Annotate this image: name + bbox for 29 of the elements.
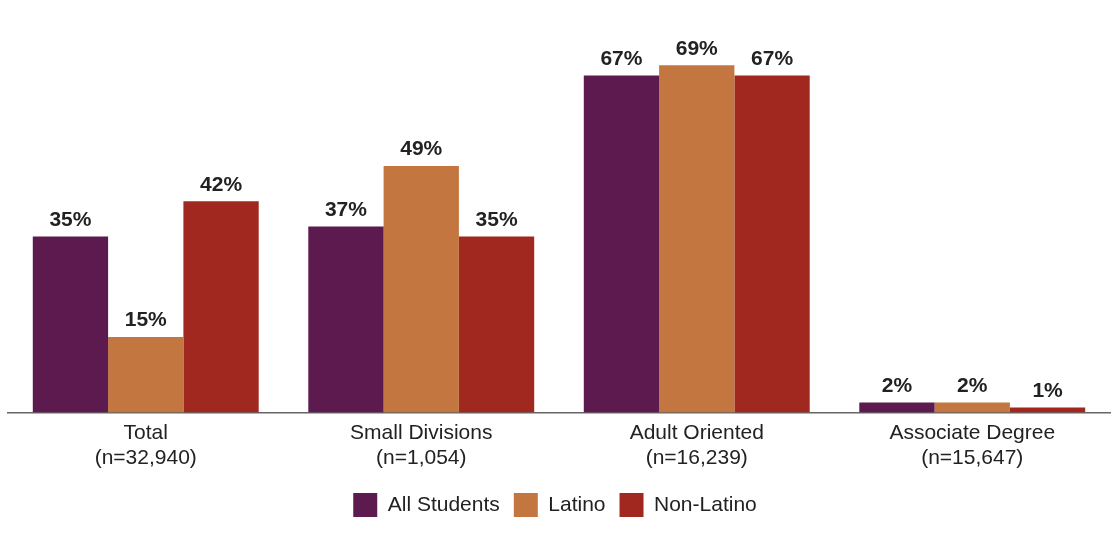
data-label: 67%	[600, 45, 643, 69]
bar	[659, 65, 735, 413]
bar	[734, 75, 810, 413]
data-label: 37%	[324, 196, 368, 220]
data-label: 35%	[475, 206, 518, 230]
bar	[308, 226, 384, 413]
legend-label: All Students	[387, 491, 500, 515]
data-label: 2%	[957, 372, 988, 396]
data-label: 35%	[49, 206, 92, 230]
bar	[583, 75, 660, 413]
data-label: 15%	[124, 307, 168, 331]
bar	[383, 166, 459, 413]
data-label: 49%	[400, 136, 443, 160]
bar	[32, 236, 109, 413]
bar	[458, 236, 535, 413]
legend-label: Latino	[548, 491, 606, 515]
bar	[108, 337, 184, 413]
data-label: 2%	[881, 372, 913, 396]
data-label: 69%	[675, 35, 719, 59]
legend-label: Non-Latino	[654, 491, 757, 515]
x-tick-label: Total (n=32,940)	[94, 420, 197, 469]
bar	[183, 201, 259, 413]
data-label: 1%	[1032, 377, 1064, 401]
x-tick-label: Adult Oriented (n=16,239)	[629, 420, 764, 469]
bar	[859, 402, 935, 413]
x-tick-label: Associate Degree (n=15,647)	[889, 420, 1056, 469]
x-tick-label: Small Divisions (n=1,054)	[350, 420, 493, 469]
data-label: 42%	[200, 171, 243, 195]
data-label: 67%	[751, 45, 794, 69]
